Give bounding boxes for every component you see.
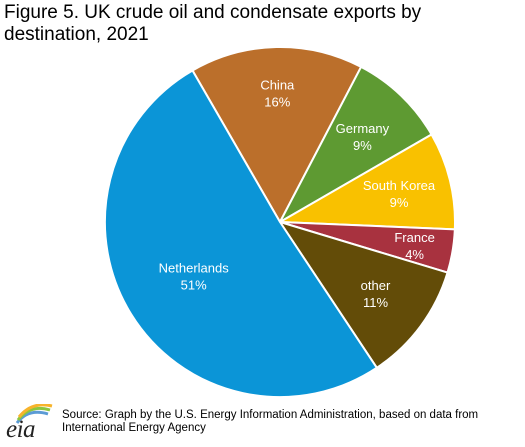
eia-logo-swoosh-icon xyxy=(15,403,53,424)
slice-label-germany: Germany xyxy=(336,121,390,136)
eia-logo: eia xyxy=(4,403,56,444)
slice-label-netherlands: Netherlands xyxy=(159,261,230,276)
pie-slice-other xyxy=(279,221,449,369)
pie-chart: China 16% Germany 9% South Korea 9% France 4% ot… xyxy=(103,46,456,399)
footer: eia Source: Graph by the U.S. Energy Inf… xyxy=(4,403,524,447)
pie-slice-china xyxy=(191,46,363,223)
eia-logo-arc-orange xyxy=(17,403,53,418)
slice-value-france: 4% xyxy=(405,247,424,262)
source-note: Source: Graph by the U.S. Energy Informa… xyxy=(62,409,479,434)
eia-logo-text: eia xyxy=(6,416,36,443)
slice-label-south-korea: South Korea xyxy=(363,178,436,193)
slice-label-other: other xyxy=(361,278,391,293)
pie-slice-germany xyxy=(279,65,433,223)
slice-value-other: 11% xyxy=(363,295,388,310)
pie-labels: China 16% Germany 9% South Korea 9% France 4% ot… xyxy=(159,78,436,311)
pie-slices xyxy=(103,46,456,399)
pie-slice-south-korea xyxy=(279,133,456,231)
slice-value-netherlands: 51% xyxy=(181,278,207,293)
pie-slice-netherlands xyxy=(103,69,378,399)
slice-value-south-korea: 9% xyxy=(390,195,409,210)
slice-label-france: France xyxy=(394,230,434,245)
slice-value-china: 16% xyxy=(264,95,290,110)
slice-value-germany: 9% xyxy=(353,138,372,153)
slice-label-china: China xyxy=(260,78,295,93)
eia-logo-arc-blue xyxy=(15,410,49,424)
chart-title: Figure 5. UK crude oil and condensate ex… xyxy=(4,2,422,45)
